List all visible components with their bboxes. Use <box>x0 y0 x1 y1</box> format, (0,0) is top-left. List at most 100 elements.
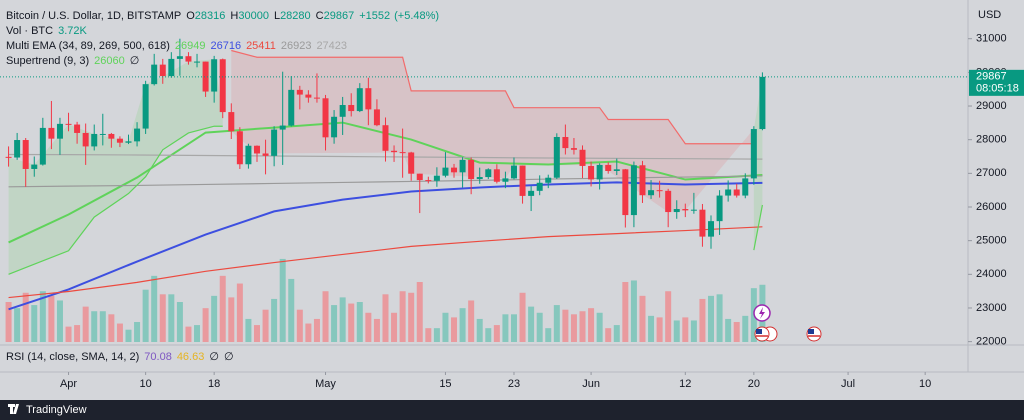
volume-bar <box>725 318 732 342</box>
y-tick-label: 31000 <box>976 33 1007 45</box>
candle-body <box>116 138 123 143</box>
supertrend-line <box>231 49 754 145</box>
legend-text: 70.08 <box>144 351 172 363</box>
candle-body <box>99 133 106 135</box>
candle-body <box>502 178 509 182</box>
candle-body <box>596 164 603 180</box>
legend-text: L <box>274 10 280 22</box>
candle-body <box>656 190 663 192</box>
legend-text: (+5.48%) <box>394 10 439 22</box>
volume-bar <box>356 302 363 342</box>
y-tick-label: 24000 <box>976 268 1007 280</box>
candle-body <box>733 189 740 196</box>
volume-bar <box>202 308 209 342</box>
candle-body <box>339 105 346 117</box>
volume-bar <box>442 312 449 342</box>
x-tick-label: 20 <box>748 378 760 390</box>
volume-bar <box>425 328 432 342</box>
legend-text: Bitcoin / U.S. Dollar, 1D, BITSTAMP <box>6 10 181 22</box>
volume-bar <box>468 300 475 342</box>
legend-text: 27423 <box>316 40 347 52</box>
volume-bar <box>648 315 655 342</box>
candle-body <box>108 133 115 139</box>
legend-text: 3.72K <box>58 25 87 37</box>
volume-bar <box>605 328 612 342</box>
volume-bar <box>459 308 466 342</box>
volume-bar <box>493 325 500 342</box>
x-tick-label: May <box>315 378 336 390</box>
volume-bar <box>108 314 115 342</box>
candle-body <box>425 180 432 182</box>
candle-body <box>553 136 560 178</box>
legend-text: 30000 <box>238 10 269 22</box>
candle-body <box>408 152 415 174</box>
volume-bar <box>399 291 406 342</box>
candle-body <box>622 169 629 216</box>
candle-body <box>168 58 175 77</box>
candle-body <box>725 189 732 196</box>
volume-bar <box>682 317 689 342</box>
x-tick-label: Jun <box>582 378 600 390</box>
volume-bar <box>151 275 158 342</box>
y-tick-label: 26000 <box>976 201 1007 213</box>
candle-body <box>673 209 680 213</box>
volume-bar <box>339 297 346 342</box>
volume-bar <box>373 318 380 342</box>
legend-text: ∅ <box>130 55 140 67</box>
candle-body <box>296 89 303 95</box>
candle-body <box>348 105 355 112</box>
volume-bar <box>22 292 29 342</box>
legend-text: 25411 <box>246 40 276 52</box>
candle-body <box>194 61 201 63</box>
candle-body <box>219 59 226 113</box>
candle-body <box>228 112 235 132</box>
candle-body <box>253 145 260 154</box>
candle-body <box>588 165 595 180</box>
candle-body <box>82 132 89 147</box>
last-price-tag <box>969 69 1024 96</box>
candle-body <box>22 140 29 169</box>
volume-bar <box>288 278 295 342</box>
axes: USD 31000 30000 29000 28000 27000 26000 25000 24… <box>0 9 1024 390</box>
candle-body <box>476 177 483 180</box>
volume-bar <box>236 283 243 342</box>
candle-body <box>202 61 209 92</box>
legend-text: 28280 <box>280 10 311 22</box>
y-tick-label: 27000 <box>976 167 1007 179</box>
candle-body <box>536 182 543 191</box>
x-tick-label: Apr <box>60 378 77 390</box>
candle-body <box>125 141 132 143</box>
volume-bar <box>313 318 320 342</box>
volume-bar <box>348 303 355 342</box>
volume-bar <box>48 295 55 342</box>
volume-bar <box>588 308 595 342</box>
volume-bar <box>99 311 106 342</box>
candle-body <box>468 159 475 180</box>
y-tick-label: 23000 <box>976 302 1007 314</box>
candle-body <box>74 124 81 133</box>
candle-body <box>605 164 612 171</box>
legend-text: Multi EMA (34, 89, 269, 500, 618) <box>6 40 170 52</box>
volume-bar <box>596 312 603 342</box>
candle-body <box>759 76 766 130</box>
candle-body <box>211 59 218 92</box>
legend-text: H <box>230 10 238 22</box>
candle-body <box>176 56 183 59</box>
volume-bar <box>528 306 535 342</box>
candle-body <box>399 152 406 154</box>
volume-bar <box>31 305 38 342</box>
volume-bar <box>65 326 72 342</box>
candle-body <box>682 209 689 211</box>
volume-bar <box>408 292 415 342</box>
volume-bar <box>279 258 286 342</box>
candle-body <box>562 136 569 149</box>
candle-body <box>159 64 166 77</box>
volume-bar <box>116 323 123 342</box>
candle-body <box>742 178 749 196</box>
volume-bar <box>14 308 21 342</box>
candle-body <box>391 150 398 153</box>
candle-body <box>648 190 655 196</box>
volume-bar <box>331 305 338 342</box>
candle-body <box>14 140 21 158</box>
volume-bar <box>673 320 680 342</box>
